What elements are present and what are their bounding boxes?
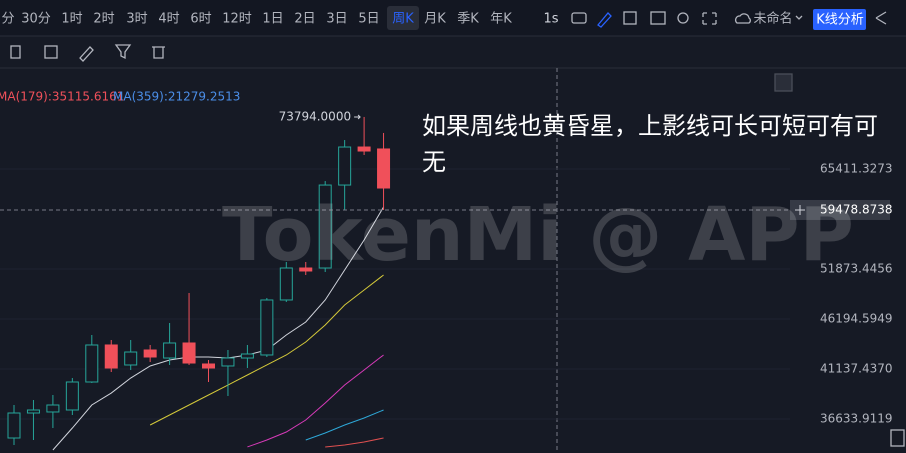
scroll-icon[interactable] xyxy=(890,429,905,447)
y-tick-label: 36633.9119 xyxy=(820,412,893,426)
layout-name[interactable]: 未命名 xyxy=(753,11,792,27)
legend-entry: MA(359):21279.2513 xyxy=(113,90,240,104)
filter-icon[interactable] xyxy=(114,44,132,60)
candle-body xyxy=(85,344,99,383)
candle-body xyxy=(240,353,254,359)
y-tick-label: 46194.5949 xyxy=(820,311,893,325)
candle-body xyxy=(221,357,235,367)
watermark: TokenMi @ APP xyxy=(222,192,854,278)
interval-tab[interactable]: 4时 xyxy=(158,12,179,27)
maximize-icon[interactable] xyxy=(774,73,793,92)
plus-icon[interactable] xyxy=(795,204,805,215)
interval-tab[interactable]: 分 xyxy=(1,12,14,27)
analysis-button-bg[interactable] xyxy=(813,9,866,30)
interval-tab[interactable]: 3时 xyxy=(126,12,147,27)
interval-tab[interactable]: 月K xyxy=(424,12,446,27)
ma-line xyxy=(325,437,384,448)
y-tick-label: 51873.4456 xyxy=(820,261,893,275)
candle-body xyxy=(182,342,196,364)
tool-icon[interactable] xyxy=(10,45,21,59)
interval-tab[interactable]: 5日 xyxy=(358,12,379,27)
candle-body xyxy=(338,146,352,186)
candle-body xyxy=(143,349,157,358)
annotation: 如果周线也黄昏星，上影线可长可短可有可无 xyxy=(422,112,878,176)
interval-tab[interactable]: 12时 xyxy=(222,12,252,27)
ma-line xyxy=(247,354,384,448)
candle-body xyxy=(318,184,332,269)
candle-body xyxy=(104,344,118,369)
speed-label[interactable]: 1s xyxy=(543,12,558,27)
toolbar-icons xyxy=(10,11,905,447)
interval-tab[interactable]: 周K xyxy=(392,12,414,27)
settings-icon[interactable] xyxy=(677,12,689,24)
active-tab-bg xyxy=(387,6,419,30)
fullscreen-icon[interactable] xyxy=(702,12,717,25)
ma-line xyxy=(149,274,384,426)
interval-tab[interactable]: 年K xyxy=(490,12,512,27)
cloud-icon[interactable] xyxy=(735,13,751,24)
ma-line xyxy=(52,206,384,451)
interval-tab[interactable]: 季K xyxy=(457,12,479,27)
draw-icon[interactable] xyxy=(597,12,612,28)
candle-body xyxy=(377,148,391,189)
crosshair-label-bg xyxy=(790,199,890,220)
max-label: 73794.0000 xyxy=(279,109,352,123)
share-icon[interactable] xyxy=(875,11,887,25)
candle-body xyxy=(26,409,40,414)
candle-body xyxy=(7,412,21,439)
indicator-icon[interactable] xyxy=(650,11,666,25)
candle-body xyxy=(279,267,293,301)
tool-icon[interactable] xyxy=(44,45,58,59)
candle-body xyxy=(124,351,138,366)
y-tick-label: 41137.4370 xyxy=(820,361,893,375)
interval-tab[interactable]: 2日 xyxy=(294,12,315,27)
camera-icon[interactable] xyxy=(571,12,587,24)
tool-icon[interactable] xyxy=(79,46,94,62)
interval-tab[interactable]: 1时 xyxy=(61,12,82,27)
candle-body xyxy=(260,299,274,356)
toolbar xyxy=(0,0,906,36)
candle-body xyxy=(357,146,371,152)
max-arrow xyxy=(354,114,361,120)
candle-body xyxy=(65,381,79,411)
interval-tab[interactable]: 30分 xyxy=(21,12,51,27)
analysis-button[interactable]: K线分析 xyxy=(816,13,864,28)
delete-icon[interactable] xyxy=(152,46,165,59)
legend-entry: MA(179):35115.6161 xyxy=(0,90,124,104)
y-tick-label: 65411.3273 xyxy=(820,161,893,175)
dropdown-icon[interactable] xyxy=(795,15,803,20)
crosshair-label: 59478.8738 xyxy=(820,202,893,216)
interval-tab[interactable]: 6时 xyxy=(190,12,211,27)
interval-tab[interactable]: 2时 xyxy=(93,12,114,27)
alert-icon[interactable] xyxy=(623,11,637,25)
candle-body xyxy=(163,342,177,359)
candle-body xyxy=(202,363,215,369)
ma-line xyxy=(305,409,384,441)
candle-body xyxy=(46,404,60,413)
candle-body xyxy=(299,267,313,272)
interval-tab[interactable]: 3日 xyxy=(326,12,347,27)
interval-tab[interactable]: 1日 xyxy=(262,12,283,27)
